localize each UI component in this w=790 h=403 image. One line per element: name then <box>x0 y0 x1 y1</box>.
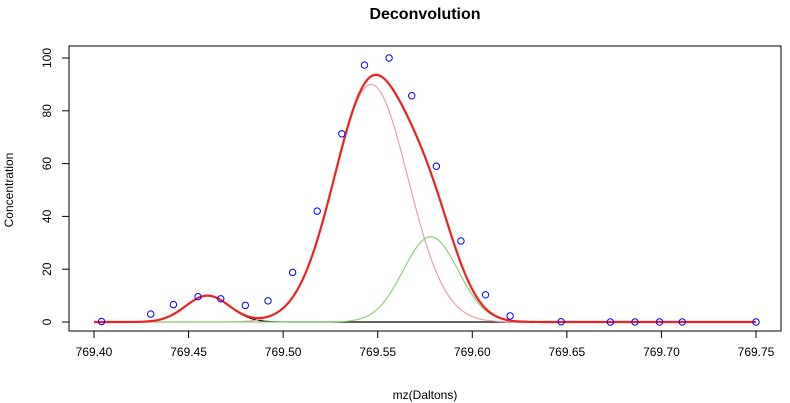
x-axis-label: mz(Daltons) <box>393 388 458 402</box>
observed-point <box>752 318 760 326</box>
x-tick-label: 769.70 <box>643 345 680 359</box>
x-tick-label: 769.50 <box>265 345 302 359</box>
x-tick-label: 769.60 <box>454 345 491 359</box>
observed-point <box>557 318 565 326</box>
observed-point <box>194 292 202 301</box>
x-tick-label: 769.65 <box>549 345 586 359</box>
y-tick-label: 40 <box>40 209 54 223</box>
observed-point <box>655 318 664 326</box>
x-tick-label: 769.40 <box>76 345 113 359</box>
y-tick-label: 0 <box>40 318 54 325</box>
y-tick-label: 20 <box>40 262 54 276</box>
observed-point <box>97 317 106 326</box>
observed-point <box>169 300 178 309</box>
observed-point <box>432 162 441 170</box>
x-tick-label: 769.55 <box>359 345 396 359</box>
plot-area <box>68 45 782 332</box>
observed-point <box>457 237 465 245</box>
x-tick-label: 769.75 <box>738 345 775 359</box>
chart-title: Deconvolution <box>369 6 480 23</box>
y-axis: 0 20 40 60 80 100 <box>40 48 69 325</box>
observed-point <box>147 310 155 318</box>
observed-point <box>264 297 272 305</box>
y-axis-label: Concentration <box>2 153 16 228</box>
x-tick-label: 769.45 <box>170 345 207 359</box>
x-axis: 769.40 769.45 769.50 769.55 769.60 769.65 769.… <box>76 331 775 359</box>
component-curves <box>94 83 756 323</box>
observed-point <box>288 268 297 277</box>
observed-point <box>385 54 393 62</box>
component-curve-2 <box>94 83 756 323</box>
observed-point <box>338 130 346 138</box>
y-tick-label: 60 <box>40 157 54 171</box>
sum-curve <box>94 73 756 324</box>
observed-point <box>678 318 686 326</box>
observed-point <box>606 318 615 326</box>
observed-point <box>360 61 369 69</box>
observed-point <box>241 301 250 310</box>
observed-point <box>313 207 321 215</box>
y-tick-label: 80 <box>40 104 54 118</box>
sum-curve-layer <box>94 73 756 324</box>
y-tick-label: 100 <box>40 48 54 68</box>
plot-frame <box>68 45 782 332</box>
observed-point <box>506 312 514 320</box>
observed-points <box>97 54 760 326</box>
observed-point <box>631 318 639 326</box>
observed-point <box>481 291 490 299</box>
component-curve-3 <box>94 236 756 323</box>
observed-point <box>408 92 416 100</box>
observed-point <box>217 295 225 303</box>
